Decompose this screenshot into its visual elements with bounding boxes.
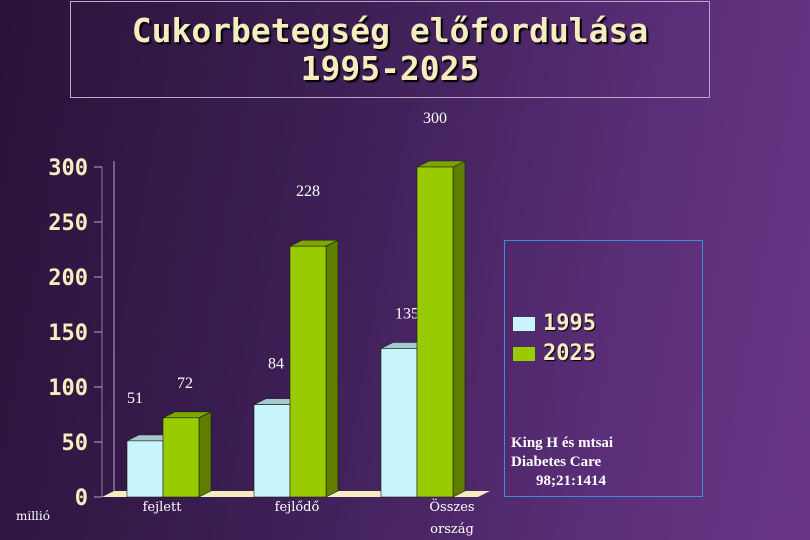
chart-title-line1: Cukorbetegség előfordulása [131, 10, 649, 50]
legend-item-2025: 2025 [513, 341, 596, 366]
x-tick-label-1: fejlődő [275, 500, 320, 515]
legend: 1995 2025 [504, 240, 703, 497]
bar-2025-0 [162, 417, 200, 498]
legend-item-1995: 1995 [513, 311, 596, 336]
y-tick-label: 50 [62, 431, 89, 456]
source-citation: King H és mtsai Diabetes Care 98;21:1414 [511, 434, 631, 491]
y-tick-label: 250 [48, 211, 88, 236]
bar-1995-0 [126, 440, 164, 498]
x-tick-label-0: fejlett [143, 500, 183, 515]
data-label-1995-0: 51 [127, 390, 143, 407]
bar-side-2025-0 [198, 411, 212, 498]
data-label-1995-2: 135 [395, 306, 419, 323]
legend-label-1995: 1995 [543, 311, 596, 336]
source-line3: 98;21:1414 [536, 473, 606, 489]
source-line1: King H és mtsai [511, 435, 614, 451]
bar-side-2025-1 [325, 239, 339, 498]
y-tick-label: 200 [48, 266, 88, 291]
data-label-1995-1: 84 [268, 356, 284, 373]
bar-1995-2 [380, 348, 418, 498]
y-tick-label: 150 [48, 321, 88, 346]
legend-swatch-1995 [513, 316, 535, 331]
unit-label: millió [16, 509, 50, 523]
legend-swatch-2025 [513, 346, 535, 361]
bar-1995-1 [253, 404, 291, 498]
bar-2025-1 [289, 245, 327, 498]
chart-title-line2: 1995-2025 [300, 48, 480, 88]
legend-label-2025: 2025 [543, 341, 596, 366]
y-tick-label: 0 [75, 486, 88, 511]
data-label-2025-0: 72 [177, 375, 193, 392]
x-tick-label-2-a: Összes [429, 498, 474, 515]
chart-title-box: Cukorbetegség előfordulása 1995-2025 [70, 1, 710, 98]
y-tick-label: 300 [48, 156, 88, 181]
x-tick-label-2-b: ország [430, 522, 474, 537]
source-line2: Diabetes Care [511, 454, 602, 470]
bar-side-2025-2 [452, 160, 466, 498]
data-label-2025-1: 228 [296, 183, 320, 200]
y-tick-label: 100 [48, 376, 88, 401]
bar-2025-2 [416, 166, 454, 498]
data-label-2025-2: 300 [423, 110, 447, 127]
